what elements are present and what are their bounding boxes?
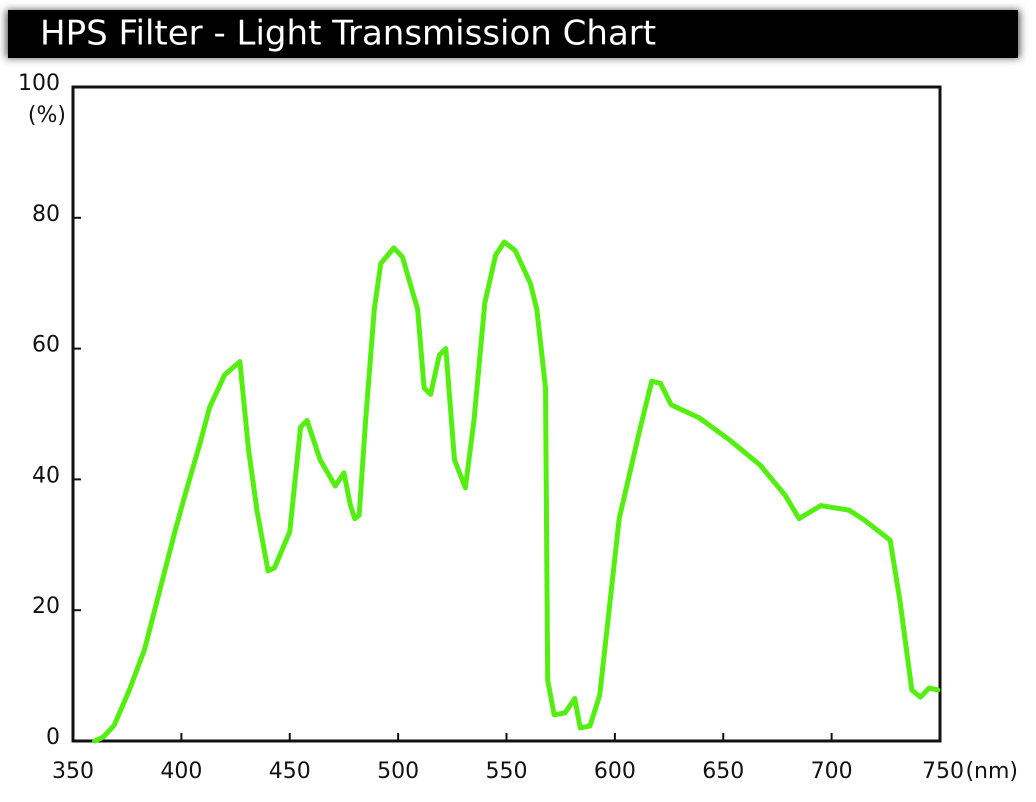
x-tick-label: 500 [377,759,419,784]
x-tick-label: 650 [702,759,744,784]
y-tick-label: 0 [46,725,60,750]
y-tick-label: 40 [32,463,60,488]
x-tick-label: 350 [52,759,94,784]
y-tick-label: 100 [18,71,60,96]
plot-frame [71,85,942,743]
chart-title: HPS Filter - Light Transmission Chart [40,14,656,54]
x-tick-label: 550 [486,759,528,784]
x-tick-label: 450 [269,759,311,784]
x-tick-label: 600 [594,759,636,784]
y-axis-label: (%) [28,103,66,128]
x-tick-label: 700 [811,759,853,784]
y-tick-label: 20 [32,594,60,619]
x-axis-label: (nm) [965,759,1018,784]
x-tick-label: 400 [160,759,202,784]
y-tick-label: 60 [32,333,60,358]
title-bar [8,10,1018,58]
x-tick-label: 750 [922,759,964,784]
y-tick-label: 80 [32,202,60,227]
data-line [92,239,941,744]
